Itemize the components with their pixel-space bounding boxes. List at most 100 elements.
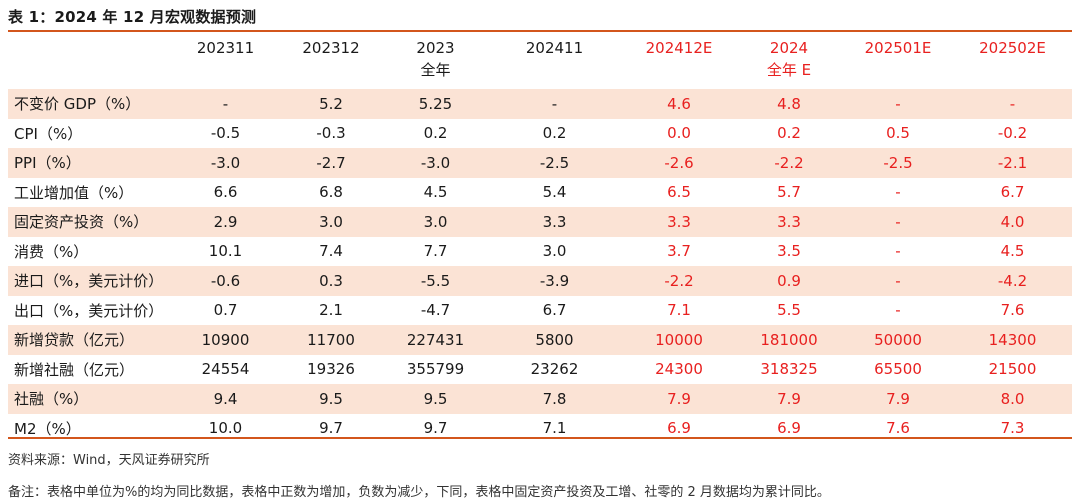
table-cell: 2.1 <box>319 301 343 320</box>
table-row: 消费（%） 10.1 7.4 7.7 3.0 3.7 3.5 - 4.5 <box>8 237 1072 267</box>
table-row: 固定资产投资（%） 2.9 3.0 3.0 3.3 3.3 3.3-4.0 <box>8 207 1072 237</box>
header-cell: 202501E <box>843 33 953 89</box>
row-label: PPI（%） <box>8 148 174 178</box>
footnote: 备注：表格中单位为%的均为同比数据，表格中正数为增加，负数为减少，下同，表格中固… <box>8 485 830 500</box>
table-cell: -0.3 <box>316 124 346 143</box>
table-cell: 7.7 <box>423 242 448 261</box>
table-cell: 3.0 <box>542 242 567 261</box>
table-cell: 3.3 <box>623 207 735 237</box>
table-cell: -5.5 <box>385 266 486 296</box>
table-cell: -2.5 <box>843 148 953 178</box>
header-cell: 202311 <box>174 33 277 89</box>
table-cell: -0.6 <box>174 266 277 296</box>
table-cell: -2.7 <box>277 148 385 178</box>
table-cell: 6.8 <box>319 183 343 202</box>
source-note: 资料来源：Wind，天风证券研究所 <box>8 453 210 468</box>
table-cell: -2.6 <box>623 148 735 178</box>
header-line-1: 2024 <box>769 39 809 57</box>
row-label: 工业增加值（%） <box>14 183 134 202</box>
table-cell: 0.9 <box>735 266 843 296</box>
table-cell: 5.7 <box>777 183 801 202</box>
header-line-1: 2023 <box>416 39 455 57</box>
table-cell: 6.7 <box>542 301 567 320</box>
header-line-1: 202312 <box>302 39 360 57</box>
table-cell: -2.2 <box>735 148 843 178</box>
table-cell: 21500 <box>988 360 1037 379</box>
table-cell: -2.1 <box>953 148 1072 178</box>
table-cell: 0.2 <box>777 124 801 143</box>
table-cell: 4.8 <box>735 89 843 119</box>
table-cell: 7.1 <box>667 301 691 320</box>
table-cell: 4.6 <box>623 89 735 119</box>
table-cell: 3.3 <box>486 207 623 237</box>
table-cell: 4.5 <box>423 183 448 202</box>
header-line-1: 202412E <box>645 39 713 57</box>
table-cell: 24300 <box>655 360 703 379</box>
table-row: 社融（%） 9.4 9.5 9.5 7.8 7.9 7.9 7.9 8.0 <box>8 384 1072 414</box>
table-cell: 3.0 <box>385 207 486 237</box>
table-cell: 0.2 <box>423 124 448 143</box>
table-cell: - <box>843 207 953 237</box>
table-cell: 3.7 <box>667 242 691 261</box>
table-row: PPI（%） -3.0 -2.7 -3.0 -2.5 -2.6 -2.2 -2.5 -2.1 <box>8 148 1072 178</box>
header-line-2: 全年 E <box>766 61 812 79</box>
table-cell: 7.9 <box>843 384 953 414</box>
table-cell: 50000 <box>843 325 953 355</box>
table-row: 出口（%，美元计价） 0.7 2.1 -4.7 6.7 7.1 5.5 - 7.6 <box>8 296 1072 326</box>
table-cell: 7.3 <box>1000 419 1025 438</box>
table-row: 新增贷款（亿元） 10900 11700 227431 5800 10000 181000 5… <box>8 325 1072 355</box>
table-cell: 10000 <box>623 325 735 355</box>
table-cell: 14300 <box>953 325 1072 355</box>
table-cell: 4.5 <box>1000 242 1025 261</box>
row-label: 不变价 GDP（%） <box>8 89 174 119</box>
table-cell: 3.3 <box>735 207 843 237</box>
table-row: 不变价 GDP（%） -5.2 5.25-4.6 4.8- - <box>8 89 1072 119</box>
table-cell: 7.8 <box>486 384 623 414</box>
table-row: 新增社融（亿元） 24554 19326 355799 23262 24300 318325… <box>8 355 1072 385</box>
table-cell: 7.9 <box>735 384 843 414</box>
table-row: 进口（%，美元计价） -0.6 0.3 -5.5 -3.9 -2.2 0.9- -4.2 <box>8 266 1072 296</box>
table-cell: 7.9 <box>623 384 735 414</box>
table-cell: 3.0 <box>277 207 385 237</box>
table-cell: 227431 <box>385 325 486 355</box>
row-label: 固定资产投资（%） <box>8 207 174 237</box>
table-cell: 7.6 <box>1000 301 1025 320</box>
table-cell: - <box>953 89 1072 119</box>
table-cell: 6.6 <box>213 183 238 202</box>
header-cell: 2024 全年 E <box>735 33 843 89</box>
table-cell: 5800 <box>486 325 623 355</box>
table-cell: - <box>486 89 623 119</box>
table-cell: - <box>895 183 901 202</box>
table-cell: 9.5 <box>385 384 486 414</box>
table-cell: 65500 <box>874 360 922 379</box>
table-cell: 0.5 <box>886 124 910 143</box>
table-cell: -4.2 <box>953 266 1072 296</box>
table-cell: 10.0 <box>208 419 243 438</box>
table-cell: -3.0 <box>385 148 486 178</box>
table-cell: - <box>895 301 901 320</box>
table-cell: 9.7 <box>423 419 448 438</box>
table-cell: 11700 <box>277 325 385 355</box>
table-cell: 10.1 <box>208 242 243 261</box>
header-cell: 202412E <box>623 33 735 89</box>
header-line-1: 202311 <box>196 39 255 57</box>
table-cell: 5.5 <box>777 301 801 320</box>
header-line-1: 202501E <box>864 39 932 57</box>
table-cell: 10900 <box>174 325 277 355</box>
table-body: 不变价 GDP（%） -5.2 5.25-4.6 4.8- - CPI（%） -0.5 -0.… <box>8 89 1072 443</box>
table-cell: 7.4 <box>319 242 343 261</box>
table-title: 表 1：2024 年 12 月宏观数据预测 <box>8 8 257 26</box>
table-cell: 19326 <box>307 360 355 379</box>
table-cell: 6.9 <box>777 419 801 438</box>
table-cell: 0.0 <box>667 124 691 143</box>
row-label: CPI（%） <box>14 124 83 143</box>
row-label: 出口（%，美元计价） <box>14 301 164 320</box>
table-row: M2（%） 10.0 9.7 9.7 7.1 6.9 6.9 7.6 7.3 <box>8 414 1072 444</box>
table-cell: -0.2 <box>997 124 1028 143</box>
row-label: 消费（%） <box>14 242 89 261</box>
header-cell: 202312 <box>277 33 385 89</box>
table-cell: 5.25 <box>385 89 486 119</box>
table-cell: 3.5 <box>777 242 801 261</box>
